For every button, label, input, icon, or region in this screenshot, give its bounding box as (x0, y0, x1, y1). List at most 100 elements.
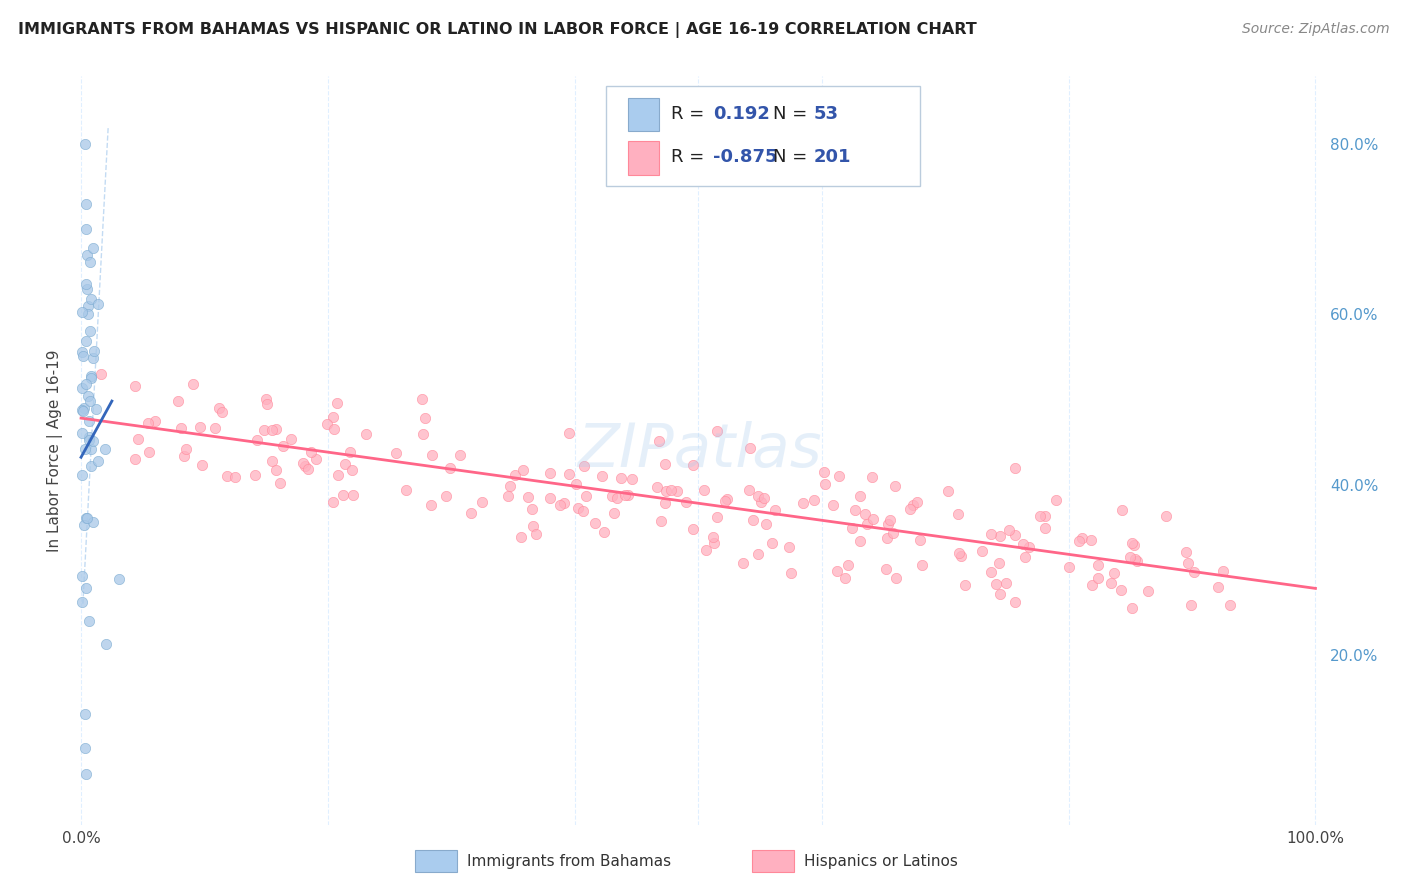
Point (749, 495, 772, 509)
Point (305, 451, 328, 466)
Point (87, 297, 110, 311)
Point (77, 430, 100, 444)
Point (1111, 503, 1133, 517)
Point (224, 470, 246, 484)
Point (496, 490, 519, 504)
Point (706, 424, 728, 438)
Y-axis label: In Labor Force | Age 16-19: In Labor Force | Age 16-19 (48, 349, 63, 552)
Point (503, 467, 526, 482)
Point (299, 445, 322, 459)
Point (191, 458, 214, 473)
Point (695, 543, 717, 558)
Point (616, 488, 638, 502)
Point (333, 457, 356, 471)
Point (1180, 598, 1202, 612)
Point (703, 536, 725, 550)
Point (1004, 595, 1026, 609)
Point (439, 461, 461, 475)
Point (262, 454, 284, 468)
Point (170, 421, 193, 435)
Point (79, 414, 101, 428)
Point (524, 527, 547, 541)
Point (946, 507, 969, 521)
Point (72, 404, 94, 418)
Point (548, 498, 571, 512)
Point (124, 379, 146, 393)
Point (827, 564, 849, 578)
Point (1174, 544, 1197, 558)
Point (395, 483, 418, 497)
Point (1004, 527, 1026, 541)
Point (211, 405, 233, 419)
Point (853, 507, 876, 521)
Point (204, 421, 226, 435)
Point (1177, 557, 1199, 571)
Text: ZIPatlas: ZIPatlas (578, 421, 821, 480)
Point (124, 451, 146, 466)
Point (1206, 580, 1229, 594)
Point (73, 136, 96, 151)
Point (75, 222, 97, 236)
Point (75, 277, 97, 291)
Point (77, 614, 100, 628)
Point (512, 463, 534, 477)
Point (841, 521, 863, 535)
Point (553, 496, 575, 510)
Point (877, 517, 900, 532)
Point (108, 572, 131, 586)
Point (75, 442, 97, 456)
Point (654, 457, 676, 471)
Point (471, 494, 494, 508)
Point (591, 468, 613, 483)
Point (217, 469, 239, 483)
Point (716, 491, 738, 506)
Point (879, 513, 901, 527)
Point (72, 467, 94, 482)
Point (79, 371, 101, 385)
Point (1218, 598, 1240, 612)
Point (837, 558, 859, 572)
Point (883, 479, 905, 493)
Point (297, 462, 319, 476)
Point (655, 483, 678, 498)
Point (575, 489, 598, 503)
Point (75, 581, 97, 595)
Point (262, 423, 284, 437)
Text: R =: R = (671, 104, 710, 122)
Point (83, 344, 105, 359)
Point (856, 516, 879, 531)
Point (72, 350, 94, 364)
Point (1126, 553, 1149, 567)
Point (1122, 538, 1144, 552)
Point (77, 299, 100, 313)
Point (614, 488, 637, 502)
Point (682, 458, 704, 473)
Text: Immigrants from Bahamas: Immigrants from Bahamas (467, 855, 671, 869)
Point (269, 476, 291, 491)
Point (412, 427, 434, 442)
Point (420, 448, 443, 462)
Point (72, 403, 94, 417)
Point (738, 483, 761, 498)
Point (322, 495, 344, 509)
Point (188, 420, 211, 434)
Point (266, 463, 288, 477)
Point (558, 426, 581, 441)
Point (1104, 566, 1126, 581)
Point (292, 456, 315, 470)
Point (910, 533, 932, 548)
Point (936, 483, 959, 498)
Point (516, 490, 538, 504)
Point (326, 396, 349, 410)
Point (72, 305, 94, 319)
Point (1123, 552, 1146, 566)
Text: R =: R = (671, 148, 710, 166)
Point (1045, 493, 1067, 508)
Point (970, 543, 993, 558)
Point (1081, 578, 1104, 592)
Point (342, 463, 364, 477)
Point (755, 516, 778, 531)
Text: 0.192: 0.192 (713, 104, 769, 122)
Point (294, 459, 316, 474)
Point (280, 432, 302, 446)
